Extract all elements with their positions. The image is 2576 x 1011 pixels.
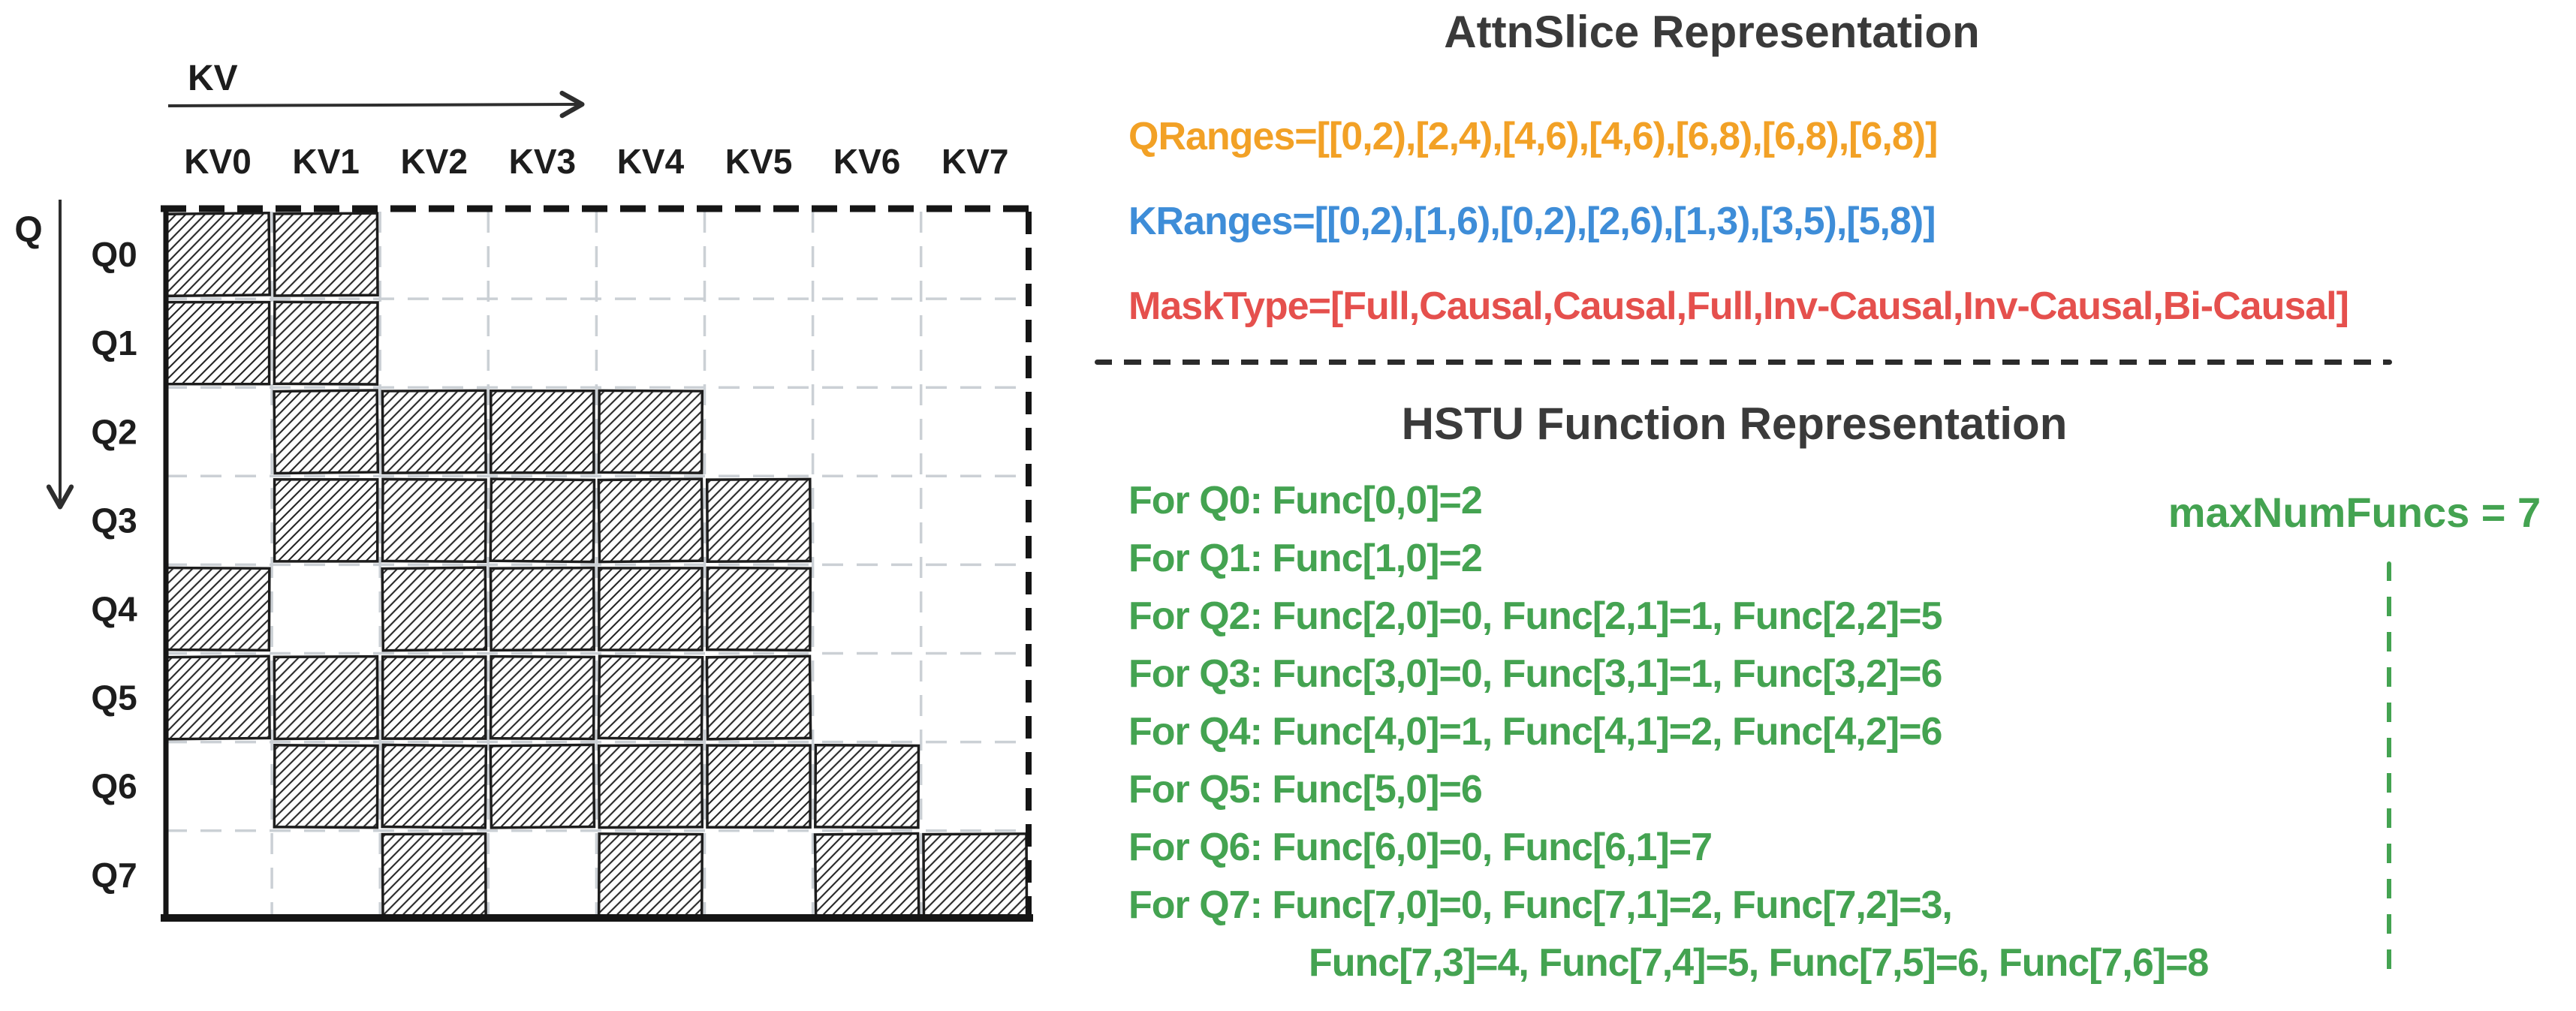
cell-q3-kv2 — [381, 477, 487, 564]
hstu-func-lines: For Q0: Func[0,0]=2 For Q1: Func[1,0]=2 … — [1128, 472, 2209, 992]
cell-q4-kv3 — [489, 566, 595, 652]
func-line-q0: For Q0: Func[0,0]=2 — [1128, 479, 1483, 522]
cell-q6-kv5 — [706, 744, 812, 829]
cell-q5-kv3 — [489, 654, 595, 741]
cell-q7-kv2 — [381, 832, 487, 918]
func-line-q7: For Q7: Func[7,0]=0, Func[7,1]=2, Func[7… — [1128, 883, 1953, 927]
attention-mask-grid: KV Q KV0 KV1 KV2 KV3 KV4 KV5 KV6 KV7 Q0 Q1 Q2 Q3 Q4 Q… — [14, 59, 1033, 922]
kranges-line: KRanges=[[0,2),[1,6),[0,2),[2,6),[1,3),[… — [1128, 200, 1936, 243]
col-label-kv2: KV2 — [401, 142, 468, 181]
cell-q6-kv6 — [814, 743, 920, 829]
cell-q7-kv4 — [597, 832, 704, 918]
row-label-q0: Q0 — [91, 235, 137, 274]
cell-q3-kv1 — [273, 478, 379, 563]
func-line-q2: For Q2: Func[2,0]=0, Func[2,1]=1, Func[2… — [1128, 594, 1942, 638]
cell-q2-kv4 — [597, 389, 704, 474]
cell-q7-kv7 — [922, 832, 1029, 918]
cell-q1-kv1 — [273, 300, 379, 386]
func-line-q3: For Q3: Func[3,0]=0, Func[3,1]=1, Func[3… — [1128, 652, 1942, 696]
row-label-q5: Q5 — [91, 679, 137, 718]
cell-q5-kv5 — [705, 654, 812, 741]
col-label-kv5: KV5 — [725, 142, 792, 181]
row-label-q4: Q4 — [91, 589, 137, 628]
cell-q4-kv2 — [381, 566, 488, 652]
cell-q2-kv3 — [490, 389, 595, 474]
cell-q1-kv0 — [164, 300, 271, 386]
section-divider — [1095, 360, 2392, 365]
row-label-q2: Q2 — [91, 412, 137, 451]
cell-q0-kv0 — [164, 212, 271, 298]
max-num-funcs-label: maxNumFuncs = 7 — [2168, 489, 2541, 536]
cell-q4-kv5 — [705, 566, 812, 652]
cell-q2-kv2 — [381, 389, 487, 474]
cell-q3-kv5 — [705, 477, 812, 564]
cell-q6-kv2 — [381, 743, 488, 829]
func-line-q4: For Q4: Func[4,0]=1, Func[4,1]=2, Func[4… — [1128, 710, 1942, 754]
cell-q5-kv1 — [273, 654, 379, 741]
col-label-kv0: KV0 — [184, 142, 251, 181]
cell-q5-kv2 — [381, 655, 487, 740]
attnslice-title: AttnSlice Representation — [1444, 7, 1980, 57]
hstu-title: HSTU Function Representation — [1401, 399, 2068, 449]
cell-q2-kv1 — [273, 389, 380, 475]
grid-cells — [164, 212, 1029, 918]
cell-q3-kv3 — [489, 477, 596, 564]
kv-axis-label: KV — [188, 59, 238, 98]
cell-q6-kv4 — [597, 743, 704, 829]
grid-labels: KV0 KV1 KV2 KV3 KV4 KV5 KV6 KV7 Q0 Q1 Q2 Q3 Q4 Q5 Q6 Q7 — [91, 142, 1008, 895]
kv-axis-arrow — [167, 90, 585, 119]
cell-q5-kv4 — [597, 654, 704, 741]
qranges-line: QRanges=[[0,2),[2,4),[4,6),[4,6),[6,8),[… — [1128, 115, 1938, 158]
cell-q6-kv3 — [489, 743, 596, 829]
row-label-q6: Q6 — [91, 767, 137, 806]
cell-q4-kv4 — [598, 567, 704, 651]
func-line-q6: For Q6: Func[6,0]=0, Func[6,1]=7 — [1128, 826, 1713, 869]
func-line-q1: For Q1: Func[1,0]=2 — [1128, 537, 1483, 580]
cell-q4-kv0 — [164, 566, 271, 652]
row-label-q7: Q7 — [91, 856, 137, 895]
masktype-line: MaskType=[Full,Causal,Causal,Full,Inv-Ca… — [1128, 284, 2349, 328]
func-line-q7-continuation: Func[7,3]=4, Func[7,4]=5, Func[7,5]=6, F… — [1309, 941, 2209, 985]
cell-q5-kv0 — [164, 654, 271, 741]
row-label-q1: Q1 — [91, 323, 137, 363]
col-label-kv3: KV3 — [509, 142, 576, 181]
cell-q3-kv4 — [597, 477, 704, 564]
cell-q7-kv6 — [813, 832, 920, 918]
col-label-kv1: KV1 — [292, 142, 359, 181]
col-label-kv6: KV6 — [833, 142, 900, 181]
q-axis-label: Q — [14, 210, 42, 250]
func-line-q5: For Q5: Func[5,0]=6 — [1128, 768, 1483, 811]
cell-q0-kv1 — [273, 212, 379, 297]
row-label-q3: Q3 — [91, 501, 137, 540]
col-label-kv4: KV4 — [617, 142, 685, 181]
col-label-kv7: KV7 — [942, 142, 1008, 181]
cell-q6-kv1 — [273, 743, 379, 829]
grid-inner-lines — [166, 212, 1028, 918]
max-num-funcs-dashed-line — [2387, 561, 2391, 983]
